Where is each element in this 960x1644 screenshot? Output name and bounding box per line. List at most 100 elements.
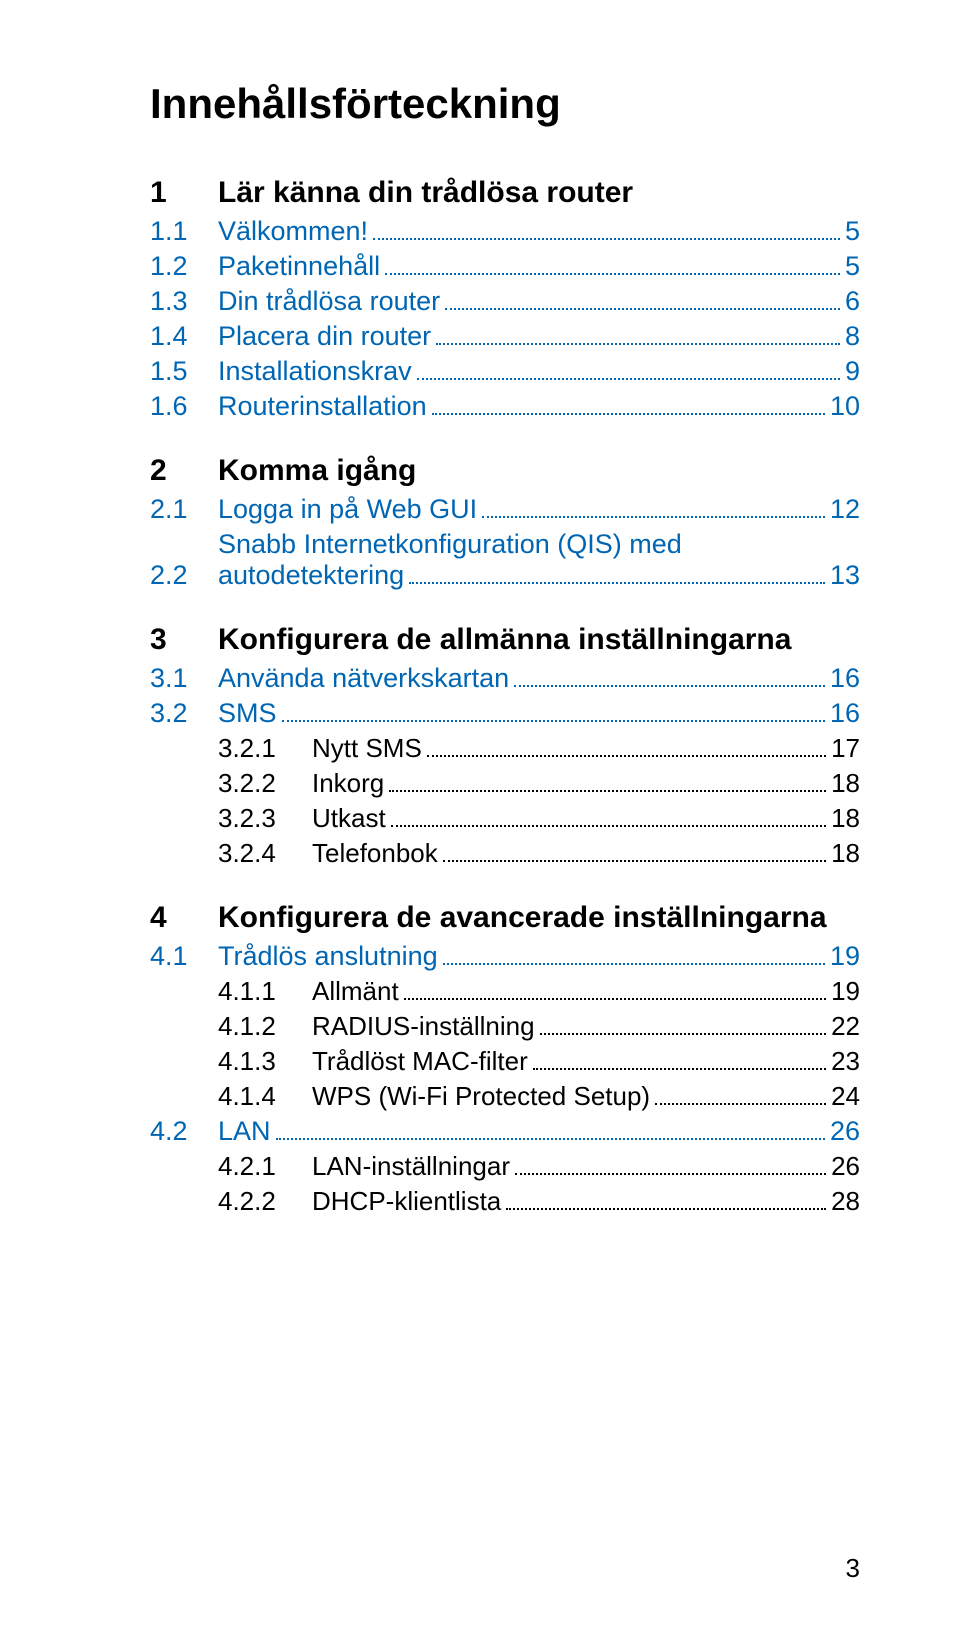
entry-page: 18	[831, 838, 860, 869]
section-title: Konfigurera de avancerade inställningarn…	[218, 901, 827, 935]
entry-label: LAN-inställningar	[312, 1151, 510, 1182]
leader-dots	[540, 1033, 827, 1035]
entry-number: 4.2.2	[150, 1186, 312, 1217]
leader-dots	[404, 998, 826, 1000]
leader-dots	[482, 516, 825, 518]
section-number: 4	[150, 901, 218, 935]
toc-sub-entry[interactable]: 4.1.4 WPS (Wi-Fi Protected Setup) 24	[150, 1081, 860, 1112]
section-3-header: 3 Konfigurera de allmänna inställningarn…	[150, 623, 860, 657]
entry-page: 26	[831, 1151, 860, 1182]
entry-number: 4.1.4	[150, 1081, 312, 1112]
entry-label: SMS	[218, 698, 277, 729]
section-title: Konfigurera de allmänna inställningarna	[218, 623, 791, 657]
leader-dots	[443, 963, 825, 965]
entry-number: 1.2	[150, 251, 218, 282]
leader-dots	[506, 1208, 826, 1210]
toc-entry[interactable]: 2.1 Logga in på Web GUI 12	[150, 494, 860, 525]
toc-entry[interactable]: 1.6 Routerinstallation 10	[150, 391, 860, 422]
section-title: Komma igång	[218, 454, 416, 488]
leader-dots	[389, 790, 826, 792]
entry-label: Använda nätverkskartan	[218, 663, 509, 694]
entry-page: 17	[831, 733, 860, 764]
leader-dots	[427, 755, 826, 757]
leader-dots	[655, 1103, 826, 1105]
entry-label: Din trådlösa router	[218, 286, 440, 317]
toc-title: Innehållsförteckning	[150, 80, 860, 128]
entry-page: 24	[831, 1081, 860, 1112]
toc-entry[interactable]: 3.2 SMS 16	[150, 698, 860, 729]
entry-label: LAN	[218, 1116, 271, 1147]
section-number: 3	[150, 623, 218, 657]
entry-number: 4.1.1	[150, 976, 312, 1007]
entry-number: 3.2	[150, 698, 218, 729]
entry-number: 1.4	[150, 321, 218, 352]
entry-page: 26	[830, 1116, 860, 1147]
leader-dots	[417, 378, 840, 380]
entry-label: Trådlöst MAC-filter	[312, 1046, 528, 1077]
toc-sub-entry[interactable]: 4.1.1 Allmänt 19	[150, 976, 860, 1007]
entry-label-line2: autodetektering	[218, 560, 404, 591]
entry-page: 28	[831, 1186, 860, 1217]
entry-label: Paketinnehåll	[218, 251, 380, 282]
toc-entry[interactable]: 1.3 Din trådlösa router 6	[150, 286, 860, 317]
section-2-header: 2 Komma igång	[150, 454, 860, 488]
entry-label: Telefonbok	[312, 838, 438, 869]
entry-page: 19	[831, 976, 860, 1007]
toc-sub-entry[interactable]: 4.1.3 Trådlöst MAC-filter 23	[150, 1046, 860, 1077]
toc-entry[interactable]: 4.1 Trådlös anslutning 19	[150, 941, 860, 972]
entry-page: 23	[831, 1046, 860, 1077]
entry-page: 16	[830, 663, 860, 694]
entry-label: Installationskrav	[218, 356, 412, 387]
toc-entry[interactable]: 3.1 Använda nätverkskartan 16	[150, 663, 860, 694]
entry-label: RADIUS-inställning	[312, 1011, 535, 1042]
leader-dots	[445, 308, 840, 310]
entry-number: 4.1.2	[150, 1011, 312, 1042]
entry-label: Logga in på Web GUI	[218, 494, 477, 525]
leader-dots	[391, 825, 826, 827]
leader-dots	[276, 1138, 825, 1140]
entry-number: 1.5	[150, 356, 218, 387]
entry-number: 2.2	[150, 560, 218, 591]
leader-dots	[533, 1068, 826, 1070]
toc-sub-entry[interactable]: 3.2.1 Nytt SMS 17	[150, 733, 860, 764]
entry-page: 10	[830, 391, 860, 422]
entry-number: 3.2.3	[150, 803, 312, 834]
leader-dots	[409, 582, 825, 584]
entry-page: 5	[845, 216, 860, 247]
leader-dots	[282, 720, 825, 722]
entry-label: Välkommen!	[218, 216, 368, 247]
entry-page: 12	[830, 494, 860, 525]
entry-label: DHCP-klientlista	[312, 1186, 501, 1217]
entry-page: 5	[845, 251, 860, 282]
toc-sub-entry[interactable]: 4.1.2 RADIUS-inställning 22	[150, 1011, 860, 1042]
toc-sub-entry[interactable]: 3.2.4 Telefonbok 18	[150, 838, 860, 869]
toc-entry[interactable]: 2.2 Snabb Internetkonfiguration (QIS) me…	[150, 529, 860, 591]
entry-page: 16	[830, 698, 860, 729]
entry-page: 6	[845, 286, 860, 317]
entry-label: Placera din router	[218, 321, 431, 352]
toc-sub-entry[interactable]: 4.2.1 LAN-inställningar 26	[150, 1151, 860, 1182]
toc-sub-entry[interactable]: 3.2.2 Inkorg 18	[150, 768, 860, 799]
entry-label: Inkorg	[312, 768, 384, 799]
entry-number: 3.2.2	[150, 768, 312, 799]
entry-label: Utkast	[312, 803, 386, 834]
entry-number: 2.1	[150, 494, 218, 525]
leader-dots	[432, 413, 825, 415]
leader-dots	[514, 685, 825, 687]
entry-label: Trådlös anslutning	[218, 941, 438, 972]
toc-sub-entry[interactable]: 4.2.2 DHCP-klientlista 28	[150, 1186, 860, 1217]
leader-dots	[515, 1173, 826, 1175]
toc-entry[interactable]: 1.1 Välkommen! 5	[150, 216, 860, 247]
entry-label-line1: Snabb Internetkonfiguration (QIS) med	[218, 529, 860, 560]
toc-entry[interactable]: 1.5 Installationskrav 9	[150, 356, 860, 387]
entry-page: 22	[831, 1011, 860, 1042]
entry-label: Nytt SMS	[312, 733, 422, 764]
table-of-contents: 1 Lär känna din trådlösa router 1.1 Välk…	[150, 176, 860, 1217]
toc-entry[interactable]: 1.2 Paketinnehåll 5	[150, 251, 860, 282]
leader-dots	[373, 238, 840, 240]
section-4-header: 4 Konfigurera de avancerade inställninga…	[150, 901, 860, 935]
toc-sub-entry[interactable]: 3.2.3 Utkast 18	[150, 803, 860, 834]
entry-page: 9	[845, 356, 860, 387]
toc-entry[interactable]: 4.2 LAN 26	[150, 1116, 860, 1147]
toc-entry[interactable]: 1.4 Placera din router 8	[150, 321, 860, 352]
